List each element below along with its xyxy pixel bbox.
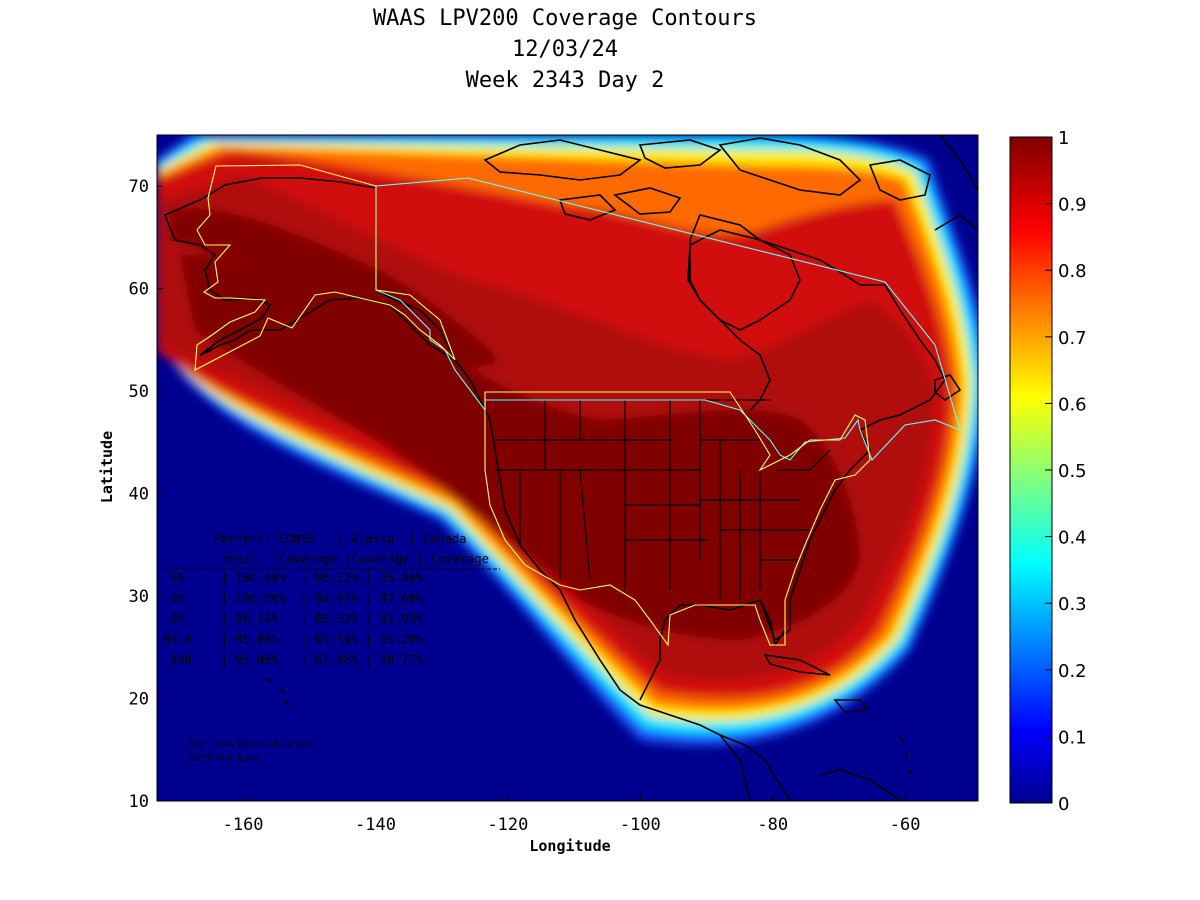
y-tick-label: 40 — [129, 485, 149, 505]
credit-line-2: NSTB Test Team — [188, 754, 259, 764]
x-axis-label: Longitude — [529, 837, 610, 855]
y-tick-label: 30 — [129, 587, 149, 607]
colorbar-tick-label: 0.9 — [1058, 195, 1087, 216]
conus-service-boundary — [484, 391, 871, 647]
plot-frame — [156, 134, 979, 802]
x-tick-label: -60 — [890, 815, 921, 835]
colorbar-tick-label: 1 — [1058, 128, 1069, 149]
table-header-row-1: Percent| CONUS | Alaska | Canada — [163, 532, 503, 546]
chart-date: 12/03/24 — [512, 37, 618, 62]
table-row: 100 | 95.08% | 67.98% | 30.77% — [163, 653, 424, 667]
table-row: 95 | 100.00% | 98.32% | 55.86% — [163, 571, 424, 585]
colorbar-tick-label: 0.6 — [1058, 394, 1087, 415]
colorbar-tick-label: 0.4 — [1058, 528, 1087, 549]
colorbar-tick-label: 0 — [1058, 794, 1069, 815]
y-tick-label: 10 — [129, 792, 149, 812]
y-tick-label: 50 — [129, 382, 149, 402]
colorbar: 0 0.1 0.2 0.3 0.4 0.5 0.6 0.7 0.8 0.9 1 — [1009, 128, 1087, 815]
y-tick-label: 60 — [129, 280, 149, 300]
contour-band-1.0 — [180, 254, 860, 640]
table-row: 98 | 100.00% | 94.97% | 47.60% — [163, 592, 424, 606]
chart-title: WAAS LPV200 Coverage Contours — [372, 6, 758, 31]
chart-week-day: Week 2343 Day 2 — [465, 68, 665, 93]
x-tick-label: -80 — [757, 815, 788, 835]
table-rows: 95 | 100.00% | 98.32% | 55.86% 98 | 100.… — [163, 571, 424, 667]
coverage-contours — [157, 135, 978, 801]
colorbar-tick-label: 0.2 — [1058, 661, 1087, 682]
service-boundaries — [194, 164, 961, 647]
credit-line-1: W.J.H. FAA Technical Center — [188, 740, 311, 750]
colorbar-tick-label: 0.3 — [1058, 594, 1087, 615]
x-tick-label: -160 — [223, 815, 264, 835]
colorbar-tick-label: 0.5 — [1058, 461, 1087, 482]
colorbar-tick-label: 0.8 — [1058, 261, 1087, 282]
y-tick-label: 20 — [129, 690, 149, 710]
x-tick-label: -140 — [355, 815, 396, 835]
table-header-row-2: avail. |Coverage |Coverage | Coverage — [171, 552, 525, 566]
colorbar-tick-label: 0.1 — [1058, 727, 1087, 748]
alaska-service-boundary — [194, 164, 456, 371]
table-row: 99.9 | 95.08% | 69.54% | 35.20% — [163, 633, 424, 647]
y-tick-label: 70 — [129, 177, 149, 197]
x-tick-label: -100 — [620, 815, 661, 835]
colorbar-tick-label: 0.7 — [1058, 328, 1087, 349]
y-axis-ticks: 10 20 30 40 50 60 70 — [129, 177, 163, 812]
x-tick-label: -120 — [487, 815, 528, 835]
table-row: 99 | 99.44% | 86.33% | 41.93% — [163, 612, 424, 626]
y-axis-label: Latitude — [98, 431, 116, 503]
coverage-table: Percent| CONUS | Alaska | Canada avail. … — [163, 532, 525, 667]
x-axis-ticks: -160 -140 -120 -100 -80 -60 — [223, 795, 921, 835]
canada-service-boundary — [375, 177, 961, 462]
coastlines — [163, 135, 978, 801]
colorbar-ticks: 0 0.1 0.2 0.3 0.4 0.5 0.6 0.7 0.8 0.9 1 — [1045, 128, 1087, 815]
